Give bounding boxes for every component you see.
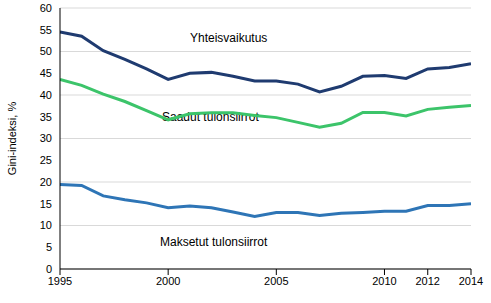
svg-text:Saadut tulonsiirrot: Saadut tulonsiirrot	[162, 110, 259, 124]
svg-text:25: 25	[40, 154, 52, 166]
svg-text:Maksetut tulonsiirrot: Maksetut tulonsiirrot	[160, 235, 268, 249]
svg-text:1995: 1995	[48, 275, 72, 287]
svg-text:40: 40	[40, 89, 52, 101]
svg-text:2014: 2014	[459, 275, 483, 287]
svg-text:55: 55	[40, 24, 52, 36]
svg-text:5: 5	[46, 241, 52, 253]
svg-text:2000: 2000	[156, 275, 180, 287]
svg-text:Gini-indeksi, %: Gini-indeksi, %	[6, 102, 18, 176]
svg-text:10: 10	[40, 219, 52, 231]
svg-text:30: 30	[40, 132, 52, 144]
svg-text:60: 60	[40, 2, 52, 14]
svg-text:50: 50	[40, 45, 52, 57]
svg-text:2005: 2005	[264, 275, 288, 287]
svg-text:15: 15	[40, 198, 52, 210]
svg-text:2010: 2010	[372, 275, 396, 287]
svg-text:Yhteisvaikutus: Yhteisvaikutus	[190, 31, 267, 45]
svg-text:2012: 2012	[415, 275, 439, 287]
svg-text:45: 45	[40, 67, 52, 79]
svg-text:0: 0	[46, 263, 52, 275]
svg-text:35: 35	[40, 111, 52, 123]
svg-text:20: 20	[40, 176, 52, 188]
